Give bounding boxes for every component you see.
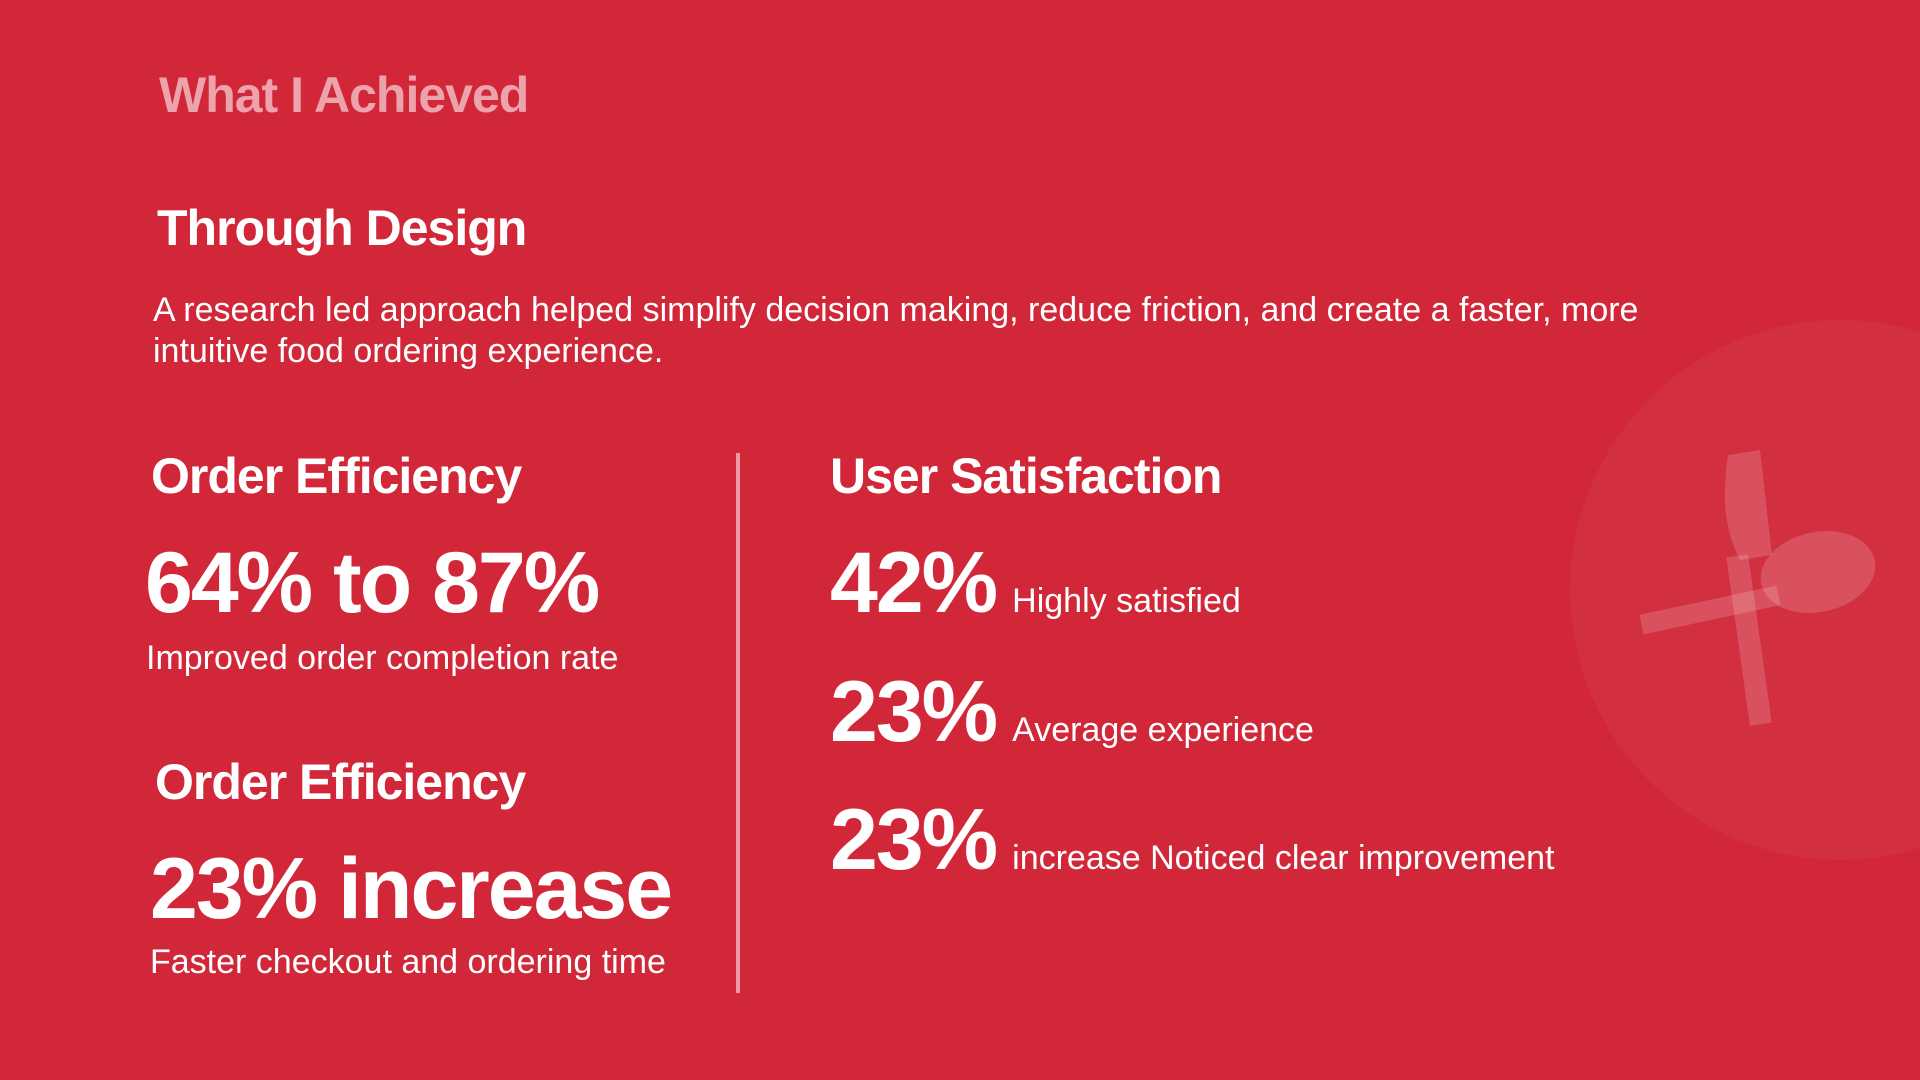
satisfaction-stat: 23% (830, 792, 998, 888)
column-title: User Satisfaction (830, 448, 1222, 504)
kicker-title: What I Achieved (159, 67, 529, 123)
block-stat: 23% increase (150, 841, 673, 937)
section-title: Through Design (157, 200, 527, 256)
satisfaction-stat: 42% (830, 535, 998, 631)
description: A research led approach helped simplify … (153, 291, 1639, 370)
divider (736, 453, 740, 993)
block-stat: 64% to 87% (145, 535, 600, 631)
background-circle (1570, 320, 1920, 860)
satisfaction-label: increase Noticed clear improvement (1012, 839, 1555, 877)
satisfaction-stat: 23% (830, 664, 998, 760)
satisfaction-label: Highly satisfied (1012, 582, 1241, 620)
satisfaction-row: 23% Average experience (830, 669, 1314, 755)
block-title: Order Efficiency (151, 448, 522, 504)
satisfaction-label: Average experience (1012, 711, 1314, 749)
satisfaction-row: 23% increase Noticed clear improvement (830, 797, 1554, 883)
block-caption: Faster checkout and ordering time (150, 943, 666, 981)
satisfaction-row: 42% Highly satisfied (830, 540, 1241, 626)
utensils-icon (1639, 450, 1876, 726)
block-caption: Improved order completion rate (146, 639, 619, 677)
block-title: Order Efficiency (155, 754, 526, 810)
